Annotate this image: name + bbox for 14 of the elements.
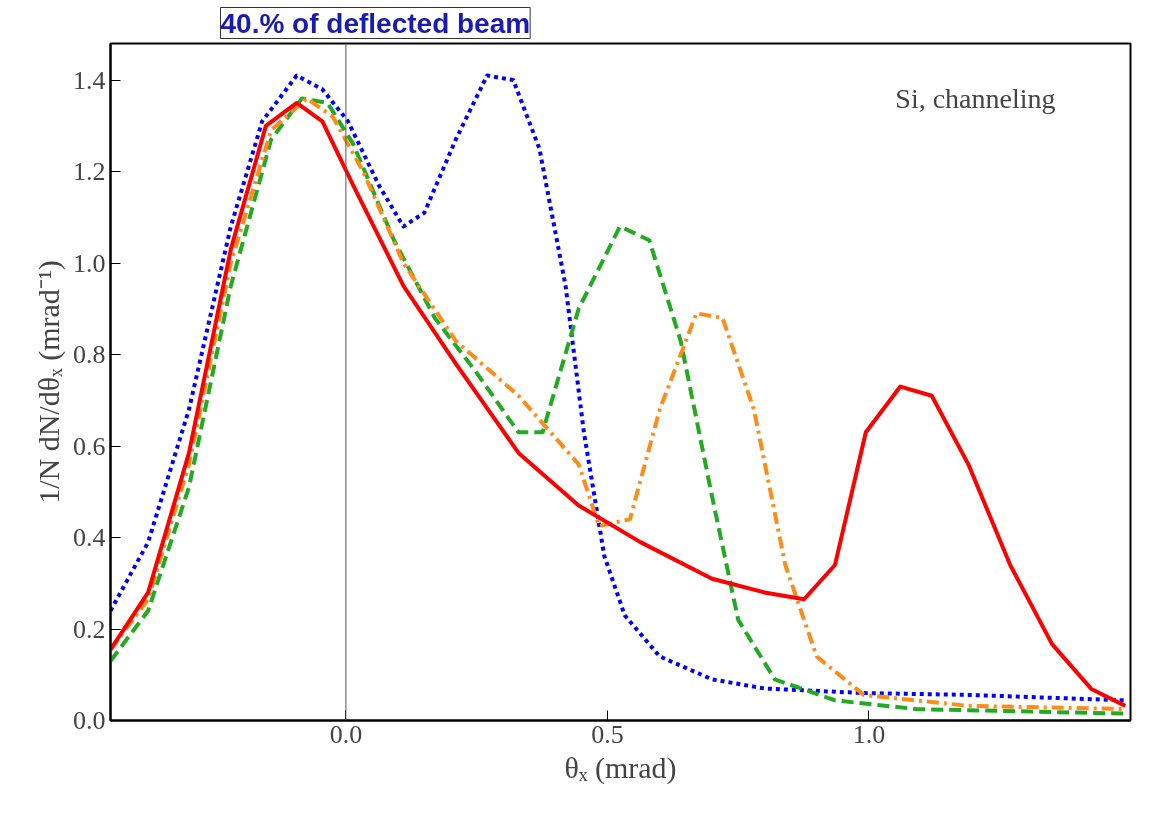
x-tick-label: 0.5: [591, 719, 624, 749]
y-tick-label: 0.8: [73, 340, 106, 370]
y-tick-label: 0.4: [73, 523, 106, 553]
chart-title: 40.% of deflected beam: [220, 7, 531, 39]
x-axis-title: θₓ (mrad): [564, 750, 677, 785]
y-tick-label: 1.2: [73, 157, 106, 187]
y-tick-label: 0.6: [73, 431, 106, 461]
x-tick-label: 1.0: [852, 719, 886, 749]
y-tick-label: 0.2: [73, 614, 106, 644]
y-axis-title: 1/N dN/dθₓ (mrad⁻¹): [32, 260, 66, 504]
x-tick-label: 0.0: [329, 719, 363, 749]
annotation: Si, channeling: [895, 82, 1056, 114]
y-tick-label: 1.4: [73, 65, 106, 95]
y-tick-label: 1.0: [73, 248, 106, 278]
